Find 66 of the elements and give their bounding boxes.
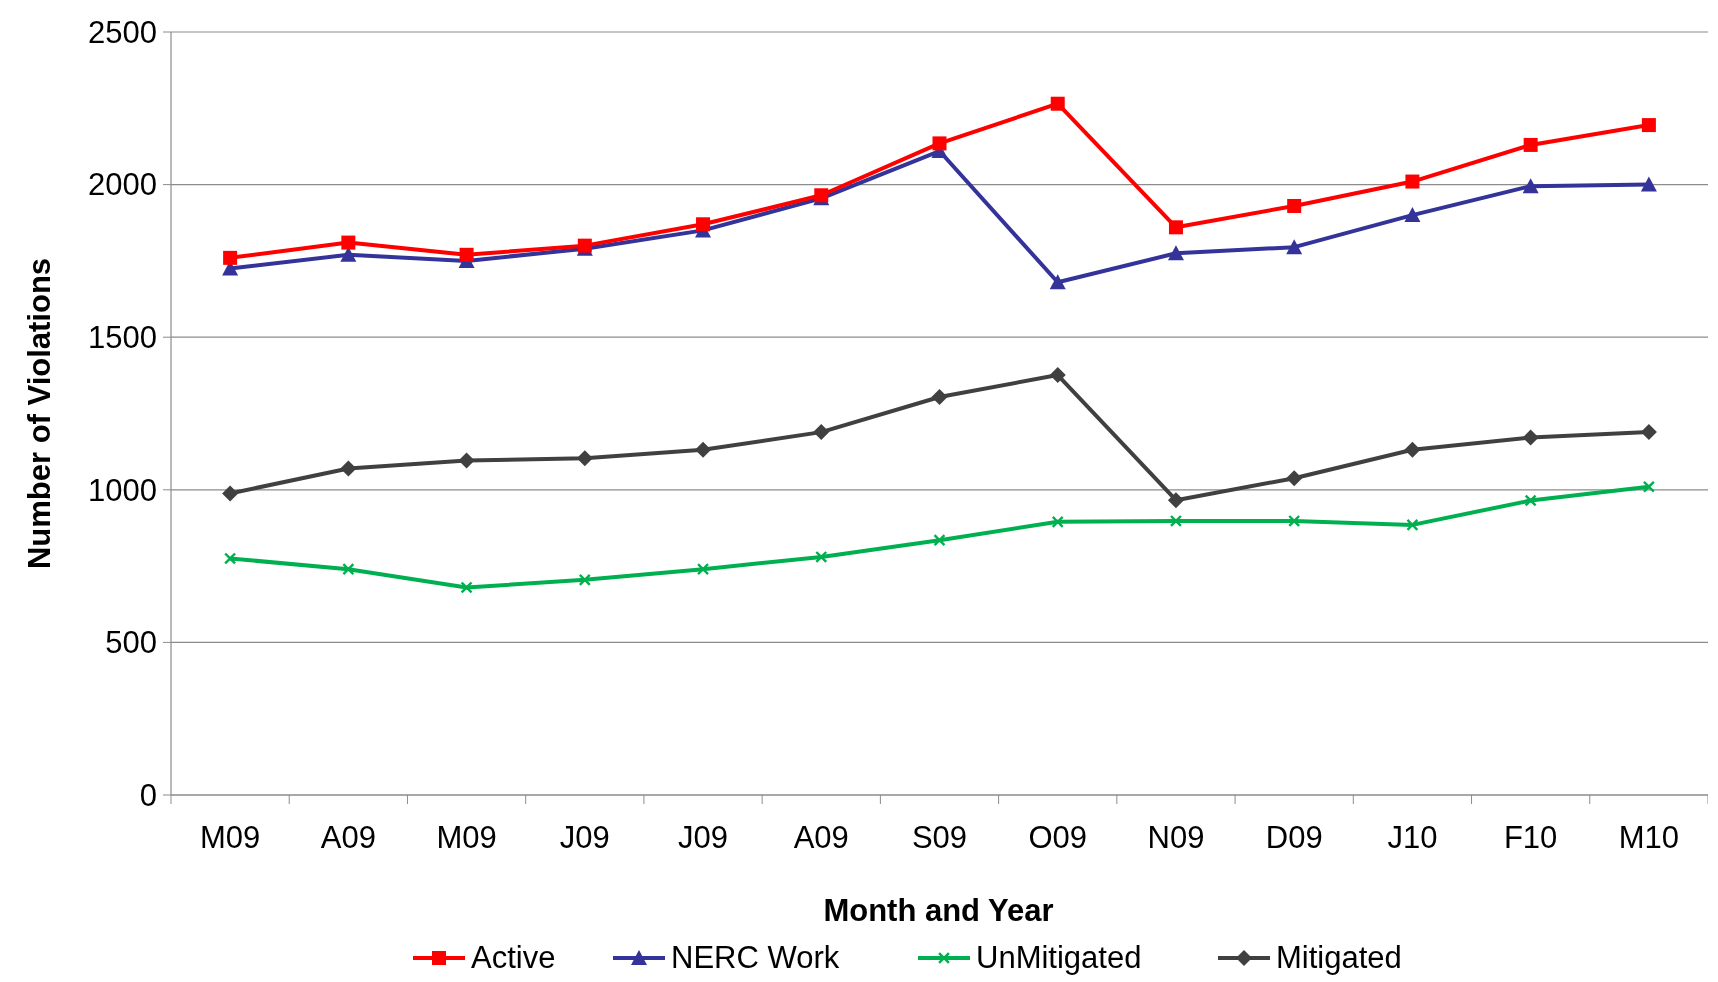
x-tick-label: S09 [911, 820, 968, 855]
point [1404, 441, 1421, 458]
x-tick-label: N09 [1147, 820, 1205, 855]
x-tick-label: M10 [1618, 820, 1680, 855]
point [1167, 492, 1184, 509]
point [1522, 429, 1539, 446]
point [224, 552, 236, 565]
point [459, 247, 474, 262]
point [1286, 239, 1303, 255]
x-tick-label: M09 [436, 820, 497, 855]
point [341, 235, 356, 250]
point [1524, 494, 1537, 507]
point [1640, 424, 1657, 441]
legend-label: UnMitigated [976, 940, 1142, 975]
point [1404, 207, 1421, 223]
point [931, 389, 948, 406]
x-tick-label: A09 [320, 820, 376, 855]
y-tick-label: 500 [105, 625, 157, 661]
point [695, 441, 712, 458]
y-tick-label: 1000 [88, 472, 157, 508]
x-tick-label: A09 [793, 820, 849, 855]
point [576, 450, 593, 467]
point [1286, 470, 1303, 487]
legend-label: NERC Work [671, 940, 840, 975]
point [1405, 174, 1420, 189]
point [223, 250, 238, 265]
point [1049, 274, 1066, 290]
point [1168, 220, 1183, 235]
point [1050, 96, 1065, 111]
point [1049, 367, 1066, 384]
point [342, 563, 355, 575]
point [1051, 516, 1064, 528]
point [813, 424, 830, 441]
y-tick-label: 1500 [88, 320, 157, 356]
x-tick-label: F10 [1503, 820, 1558, 855]
point [932, 136, 947, 151]
point [1643, 480, 1655, 493]
point [1640, 176, 1657, 192]
point [697, 563, 709, 575]
point [222, 485, 239, 502]
x-tick-label: J09 [678, 820, 729, 855]
point [815, 551, 828, 563]
y-tick-label: 0 [139, 777, 157, 813]
point [1288, 515, 1300, 527]
point [1167, 245, 1184, 261]
x-tick-label: O09 [1028, 820, 1088, 855]
y-axis-title: Number of Violations [22, 257, 57, 570]
point [1523, 137, 1538, 152]
x-tick-label: J09 [559, 820, 610, 855]
y-tick-label: 2500 [88, 14, 157, 50]
x-tick-label: M09 [199, 820, 261, 855]
point [1287, 198, 1302, 213]
point [1522, 178, 1539, 194]
point [1641, 118, 1656, 133]
x-tick-label: J10 [1387, 820, 1438, 855]
point [696, 217, 711, 232]
point [340, 460, 357, 477]
x-tick-label: D09 [1265, 820, 1323, 855]
point [458, 452, 475, 469]
point [933, 534, 946, 546]
y-tick-label: 2000 [88, 167, 157, 203]
point [1406, 519, 1419, 531]
legend-label: Active [471, 940, 556, 975]
legend-label: Mitigated [1276, 940, 1402, 975]
point [579, 574, 591, 586]
x-axis-title: Month and Year [823, 893, 1054, 928]
